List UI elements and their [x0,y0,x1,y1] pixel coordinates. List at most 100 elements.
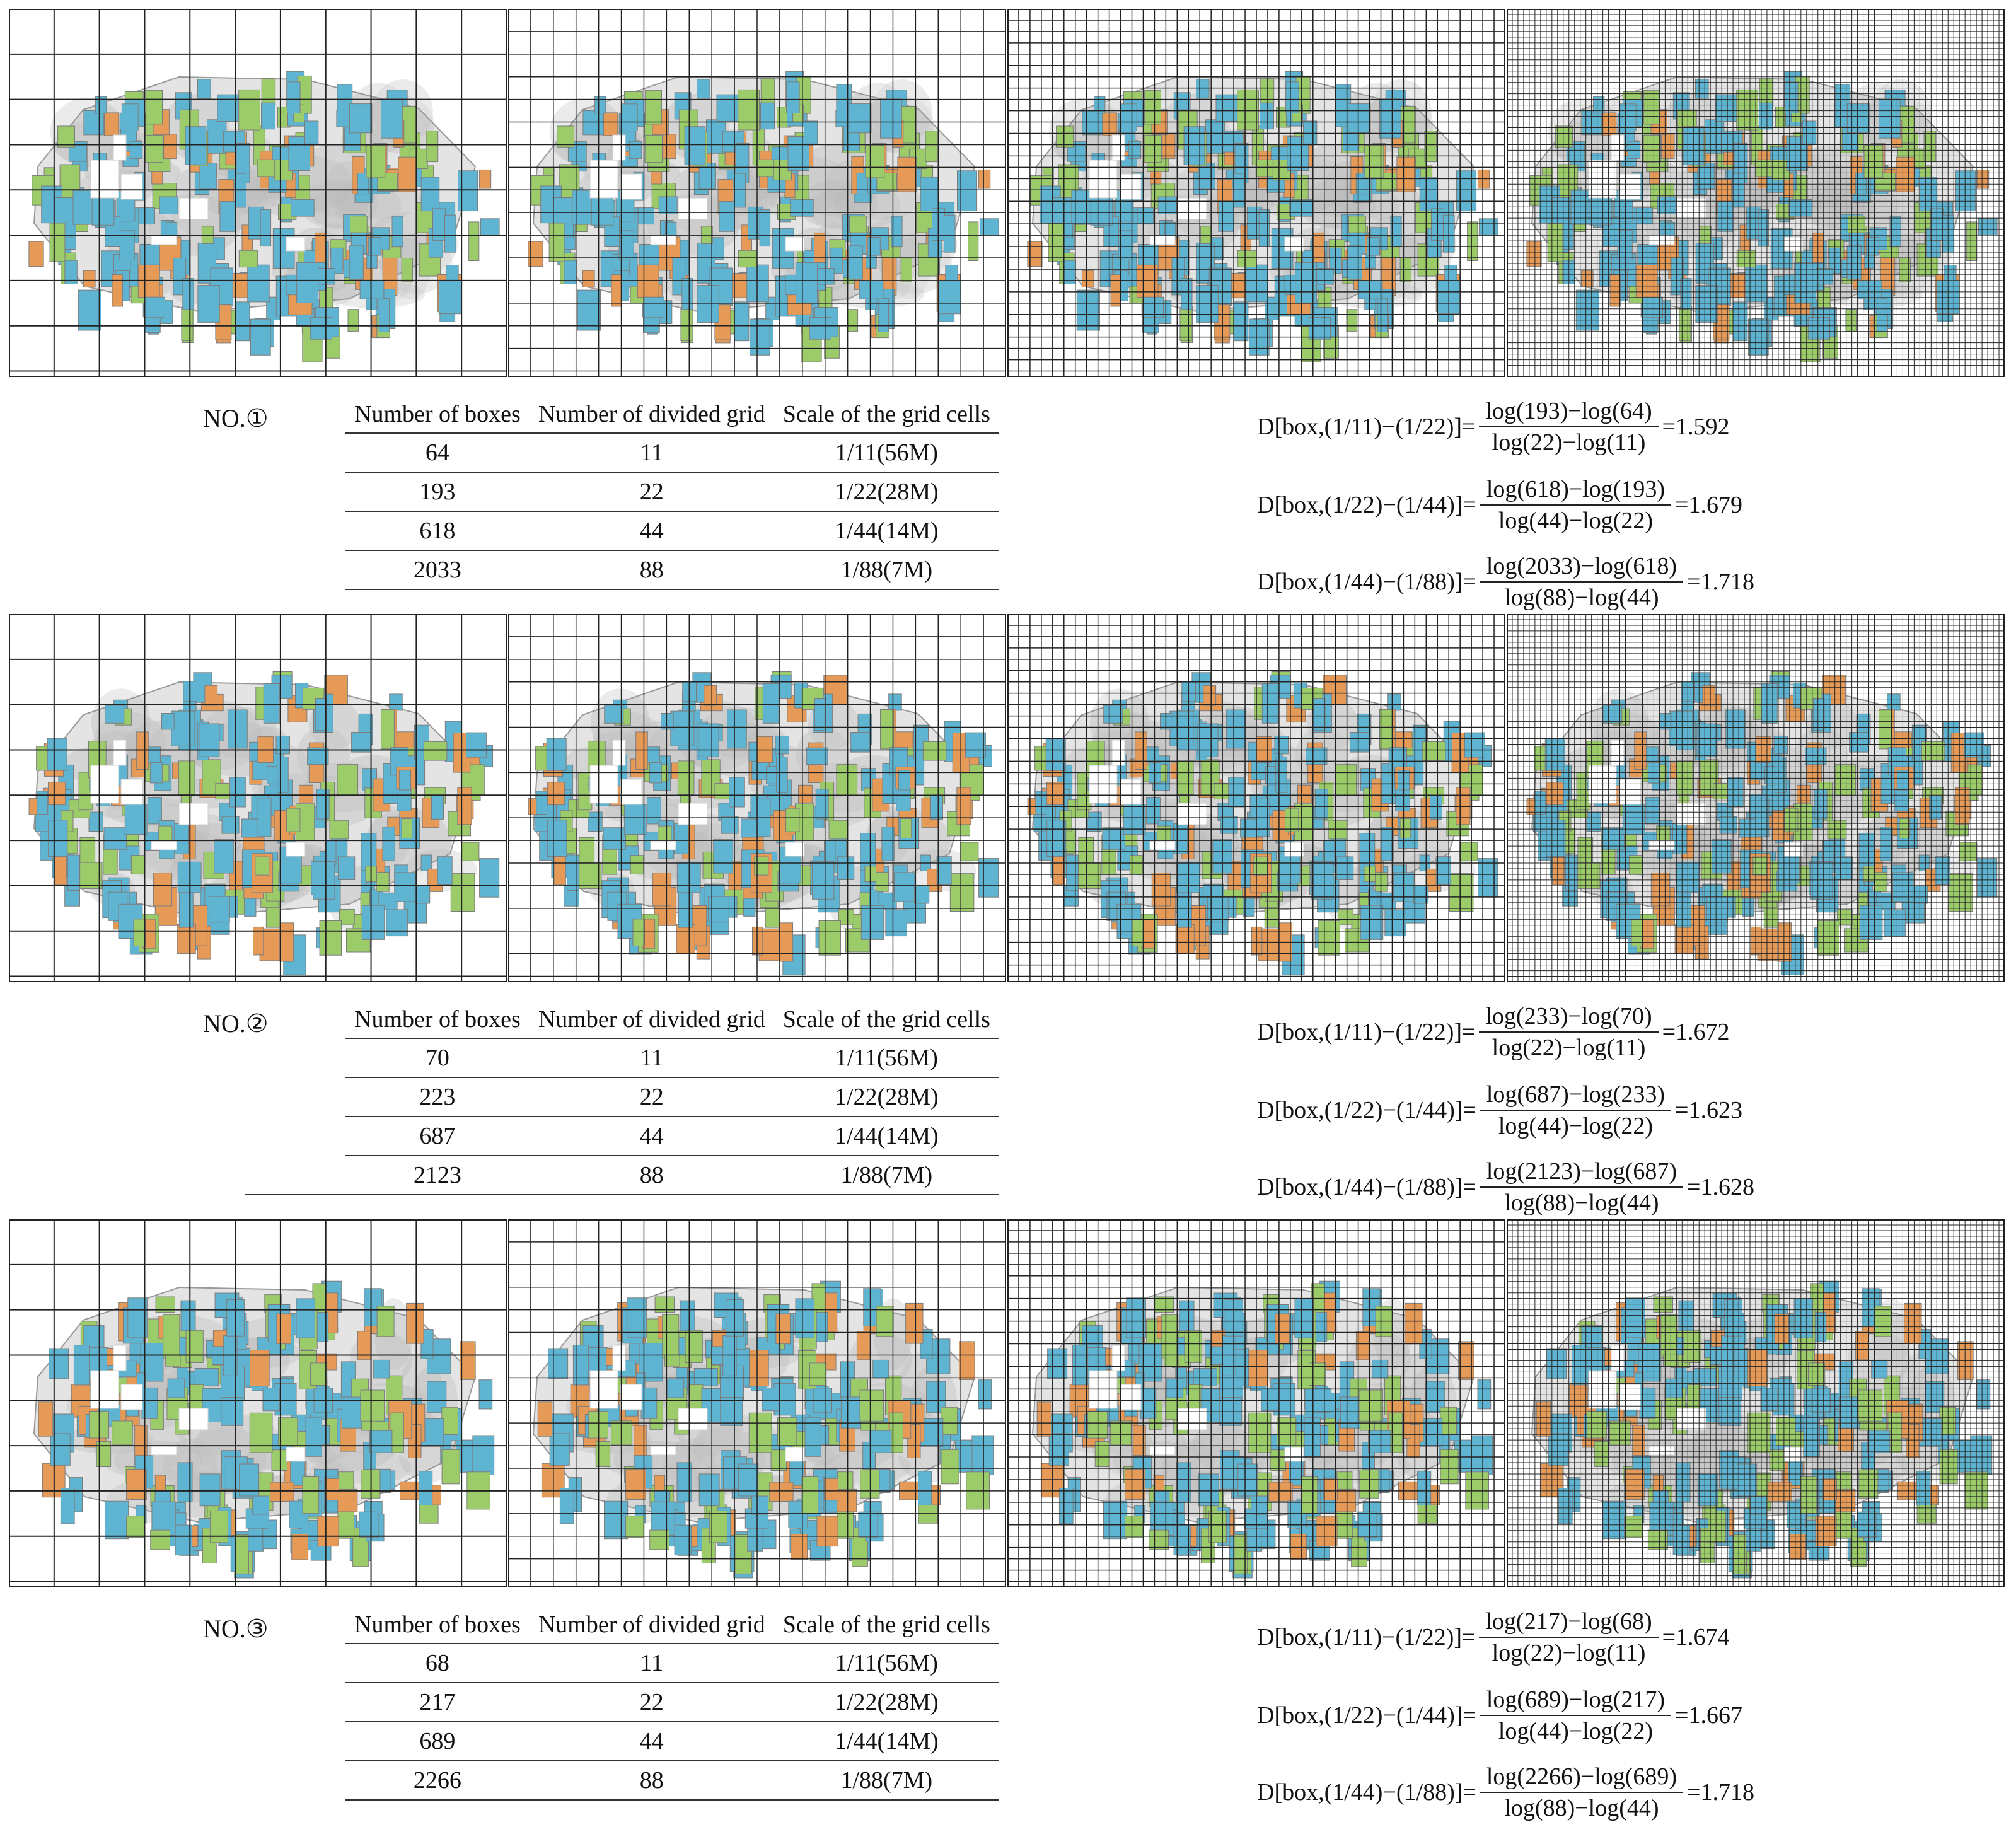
building-block [824,1478,839,1501]
open-space-block [113,134,127,161]
formula-lhs: D[box,(1/44)−(1/88)]= [1257,1174,1476,1200]
section-divider [245,1194,986,1195]
building-block [1275,757,1287,793]
building-block [437,856,453,885]
building-block [738,89,760,130]
building-block [57,125,75,148]
building-block [1634,731,1647,770]
building-block [591,192,614,226]
building-block [1939,1449,1958,1485]
building-block [391,216,403,248]
building-block [214,839,234,874]
grid-map-22 [508,1219,1006,1587]
building-block [351,732,371,753]
building-block [588,811,603,832]
building-block [894,872,915,902]
building-block [1565,854,1578,891]
building-block [798,784,813,803]
building-block [1360,905,1384,940]
formula-fraction: log(217)−log(68) log(22)−log(11) [1479,1608,1659,1667]
building-block [1696,723,1718,757]
grid-cell: 11 [529,1643,774,1683]
building-block [1179,308,1192,341]
building-block [652,873,672,907]
building-block [325,840,337,866]
header-number-of-boxes: Number of boxes [345,1001,530,1039]
building-block [1847,103,1870,134]
building-block [1048,223,1064,262]
building-block [1246,1350,1268,1387]
building-block [920,1329,933,1359]
building-block [804,120,818,144]
building-block [276,1313,291,1345]
building-block [559,1488,574,1524]
building-block [1822,840,1834,866]
building-block [438,280,462,315]
building-block [1082,110,1103,136]
formula-line: D[box,(1/11)−(1/22)]= log(193)−log(64) l… [1257,392,1730,461]
building-block [73,1345,90,1386]
building-block [1652,1475,1664,1492]
building-block [325,1478,340,1501]
building-block [1835,1488,1856,1512]
building-block [1884,909,1906,937]
building-block [1328,820,1348,840]
open-space-block [1149,840,1176,850]
building-block [235,1534,249,1574]
grid-cell: 11 [529,1038,774,1078]
building-block [748,1412,772,1453]
formula-result: =1.679 [1675,492,1742,518]
open-space-block [678,197,708,220]
building-block [1123,804,1146,835]
building-block [133,919,146,946]
building-block [1648,1529,1668,1550]
building-block [546,738,567,771]
building-block [444,214,456,253]
building-block [837,1488,857,1512]
open-space-block [620,173,642,200]
sample-label: NO.③ [203,1615,269,1643]
building-block [263,683,280,724]
formula-line: D[box,(1/44)−(1/88)]= log(2033)−log(618)… [1257,547,1754,617]
building-block [762,683,779,724]
open-space-block [1119,173,1142,200]
formula-result: =1.674 [1662,1624,1730,1650]
building-block [678,893,693,928]
formula-denominator: log(88)−log(44) [1504,1190,1659,1216]
building-block [750,318,770,356]
building-block [663,134,676,160]
building-block [1879,709,1892,750]
formula-line: D[box,(1/11)−(1/22)]= log(217)−log(68) l… [1257,1603,1730,1672]
building-block [1358,280,1383,299]
building-block [1643,90,1661,125]
building-block [1396,156,1416,192]
open-space-block [1111,134,1125,161]
building-block [1679,308,1691,341]
building-block [1776,1417,1796,1446]
building-block [420,1329,434,1359]
building-block [1635,264,1658,298]
map-frame [9,614,507,982]
building-block [635,731,648,770]
building-block [450,873,475,912]
building-block [126,1468,147,1500]
scale-cell: 1/22(28M) [773,472,999,512]
formula-fraction: log(2033)−log(618) log(88)−log(44) [1480,552,1684,612]
building-block [126,1516,145,1538]
building-block [790,199,814,217]
formula-result: =1.628 [1687,1174,1754,1200]
building-block [1478,218,1498,236]
building-block [330,247,344,274]
building-block [1874,871,1887,892]
building-block [849,216,867,233]
building-block [376,1306,395,1337]
building-block [1639,1387,1656,1419]
building-block [547,820,567,857]
building-block [1377,298,1389,333]
building-block [1650,873,1671,907]
building-block [644,134,663,163]
building-block [48,782,66,806]
building-block [751,1495,769,1515]
building-block [957,170,978,212]
formula-lhs: D[box,(1/22)−(1/44)]= [1257,1097,1476,1123]
